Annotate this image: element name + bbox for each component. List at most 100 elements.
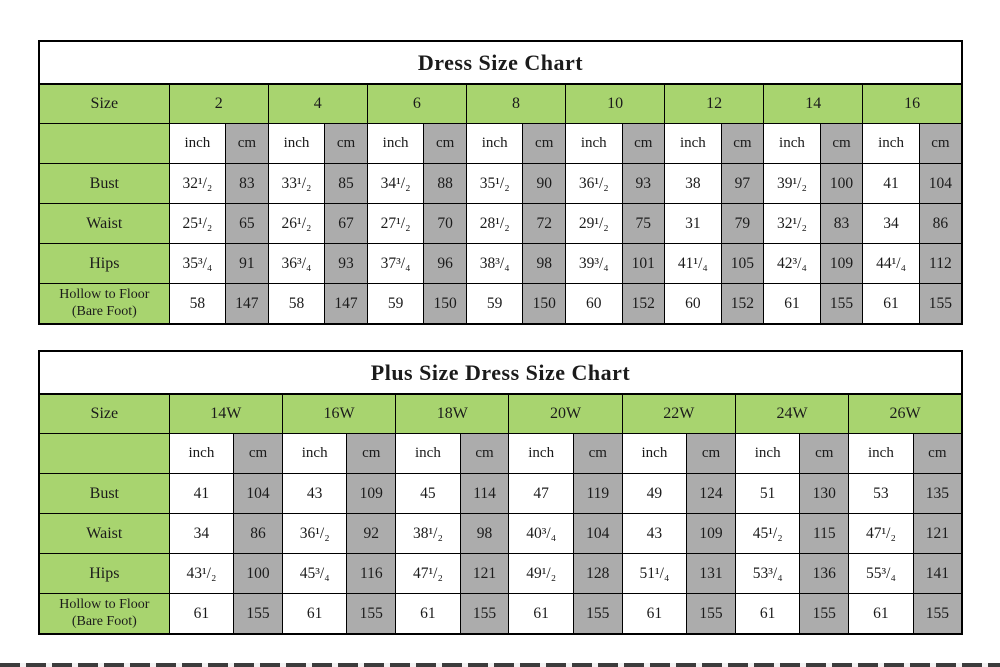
unit-header-row: inch cm inch cm inch cm inch cm inch cm inch cm inch… <box>38 123 963 164</box>
inch-value: 61 <box>395 593 461 635</box>
cm-value: 90 <box>522 163 567 204</box>
cm-value: 100 <box>233 553 283 594</box>
cm-value: 79 <box>720 203 765 244</box>
inch-header: inch <box>848 433 914 474</box>
inch-value: 36³/₄ <box>267 243 326 284</box>
cm-header: cm <box>423 123 467 164</box>
cm-value: 67 <box>324 203 368 244</box>
size-col-header: 12 <box>664 83 765 124</box>
inch-value: 58 <box>168 283 227 325</box>
inch-value: 26¹/₂ <box>267 203 326 244</box>
cm-value: 155 <box>819 283 864 325</box>
cm-value: 131 <box>686 553 736 594</box>
inch-header: inch <box>734 433 801 474</box>
cm-value: 155 <box>459 593 510 635</box>
inch-header: inch <box>395 433 461 474</box>
size-header-row: Size 14W 16W 18W 20W 22W 24W 26W <box>38 393 963 434</box>
size-col-header: 10 <box>565 83 666 124</box>
inch-value: 40³/₄ <box>508 513 574 554</box>
measure-row: Waist 34 86 36¹/₂ 92 38¹/₂ 98 40³/₄ 104 43 109 45¹/… <box>38 513 963 554</box>
cm-value: 150 <box>423 283 467 325</box>
inch-value: 60 <box>664 283 722 325</box>
cm-value: 155 <box>346 593 397 635</box>
cm-value: 109 <box>346 473 397 514</box>
cm-value: 128 <box>572 553 623 594</box>
inch-header: inch <box>565 123 623 164</box>
cm-value: 70 <box>423 203 467 244</box>
cm-value: 135 <box>912 473 963 514</box>
table-body: Size 14W 16W 18W 20W 22W 24W 26W inch cm inch cm inc… <box>38 393 963 635</box>
cm-value: 91 <box>225 243 269 284</box>
inch-value: 29¹/₂ <box>565 203 623 244</box>
cm-value: 114 <box>459 473 510 514</box>
inch-value: 38¹/₂ <box>395 513 461 554</box>
inch-value: 53³/₄ <box>734 553 801 594</box>
cm-value: 152 <box>621 283 666 325</box>
size-col-header: 16 <box>862 83 963 124</box>
cm-header: cm <box>225 123 269 164</box>
inch-header: inch <box>281 433 348 474</box>
cm-value: 100 <box>819 163 864 204</box>
inch-value: 34 <box>862 203 920 244</box>
inch-header: inch <box>168 433 235 474</box>
measure-row-label: Bust <box>38 473 170 514</box>
unit-row-spacer <box>38 123 170 164</box>
cm-value: 155 <box>912 593 963 635</box>
inch-value: 61 <box>621 593 688 635</box>
inch-value: 61 <box>508 593 574 635</box>
size-col-header: 2 <box>168 83 269 124</box>
measure-row-label: Hollow to Floor (Bare Foot) <box>38 593 170 635</box>
size-col-header: 26W <box>848 393 963 434</box>
cm-value: 86 <box>918 203 963 244</box>
inch-value: 61 <box>168 593 235 635</box>
cm-header: cm <box>819 123 864 164</box>
inch-value: 49 <box>621 473 688 514</box>
inch-value: 34¹/₂ <box>366 163 425 204</box>
cm-header: cm <box>572 433 623 474</box>
inch-value: 41¹/₄ <box>664 243 722 284</box>
cm-value: 83 <box>225 163 269 204</box>
cm-value: 104 <box>233 473 283 514</box>
inch-value: 37³/₄ <box>366 243 425 284</box>
cm-value: 101 <box>621 243 666 284</box>
cm-header: cm <box>621 123 666 164</box>
cm-value: 98 <box>522 243 567 284</box>
title-row: Dress Size Chart <box>38 40 963 85</box>
cm-value: 105 <box>720 243 765 284</box>
cm-value: 124 <box>686 473 736 514</box>
cm-value: 72 <box>522 203 567 244</box>
inch-value: 61 <box>848 593 914 635</box>
cm-value: 141 <box>912 553 963 594</box>
size-row-label: Size <box>38 83 170 124</box>
size-col-header: 22W <box>621 393 736 434</box>
cm-value: 155 <box>918 283 963 325</box>
inch-value: 43¹/₂ <box>168 553 235 594</box>
inch-value: 38³/₄ <box>465 243 524 284</box>
cm-header: cm <box>346 433 397 474</box>
cm-value: 65 <box>225 203 269 244</box>
size-header-row: Size 2 4 6 8 10 12 14 16 <box>38 83 963 124</box>
measure-row: Bust 32¹/₂ 83 33¹/₂ 85 34¹/₂ 88 35¹/₂ 90 36¹/₂ 93 3… <box>38 163 963 204</box>
inch-value: 41 <box>862 163 920 204</box>
inch-header: inch <box>267 123 326 164</box>
size-col-header: 16W <box>281 393 397 434</box>
cm-value: 121 <box>912 513 963 554</box>
inch-value: 51 <box>734 473 801 514</box>
measure-row: Hollow to Floor (Bare Foot) 58 147 58 147 59 15… <box>38 283 963 325</box>
inch-value: 38 <box>664 163 722 204</box>
inch-header: inch <box>621 433 688 474</box>
inch-value: 45 <box>395 473 461 514</box>
inch-value: 36¹/₂ <box>281 513 348 554</box>
size-col-header: 14W <box>168 393 283 434</box>
inch-value: 31 <box>664 203 722 244</box>
cm-value: 116 <box>346 553 397 594</box>
inch-value: 25¹/₂ <box>168 203 227 244</box>
cm-value: 98 <box>459 513 510 554</box>
bottom-dashed-line <box>0 663 1000 667</box>
inch-value: 34 <box>168 513 235 554</box>
measure-row: Hips 35³/₄ 91 36³/₄ 93 37³/₄ 96 38³/₄ 98 39³/₄ 101… <box>38 243 963 284</box>
inch-header: inch <box>465 123 524 164</box>
cm-value: 121 <box>459 553 510 594</box>
cm-value: 112 <box>918 243 963 284</box>
cm-value: 136 <box>799 553 850 594</box>
